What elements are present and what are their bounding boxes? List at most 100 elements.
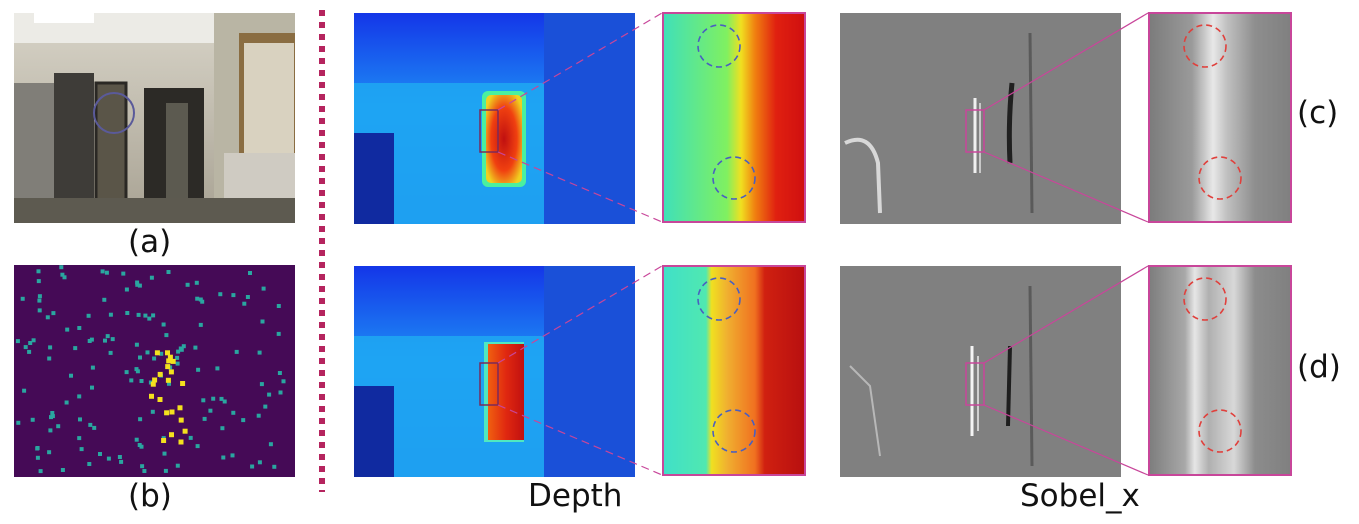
sparse-point-near xyxy=(149,393,154,399)
sparse-point xyxy=(124,370,129,375)
sparse-point xyxy=(220,426,225,431)
sparse-point-near xyxy=(157,371,163,377)
sparse-point xyxy=(200,299,205,304)
sparse-point xyxy=(65,327,70,332)
depth-zoom-c xyxy=(662,12,806,223)
sparse-point xyxy=(121,271,126,276)
sparse-point xyxy=(135,280,140,285)
sparse-point xyxy=(263,404,268,409)
sparse-point xyxy=(166,270,171,274)
sparse-point-near xyxy=(178,439,184,445)
sparse-point xyxy=(276,304,281,308)
sparse-point xyxy=(45,315,50,320)
sparse-point xyxy=(50,411,55,415)
sparse-point xyxy=(62,275,67,280)
sparse-point xyxy=(221,455,226,460)
sparse-point xyxy=(137,443,142,447)
sparse-point xyxy=(108,350,113,355)
sparse-point-near xyxy=(177,405,183,411)
sparse-point xyxy=(196,367,201,372)
sparse-point xyxy=(87,339,92,343)
sparse-point xyxy=(56,424,61,429)
sparse-point-near xyxy=(152,377,158,383)
sparse-point xyxy=(136,312,141,317)
sparse-point xyxy=(135,282,140,287)
sparse-point-near xyxy=(169,409,175,415)
sparse-point xyxy=(194,280,199,285)
sparse-point xyxy=(245,295,250,299)
sparse-point xyxy=(27,349,32,354)
sparse-point xyxy=(60,468,65,472)
sparse-point xyxy=(98,452,102,456)
sparse-point xyxy=(163,468,168,473)
sparse-point xyxy=(20,296,25,301)
sparse-point xyxy=(77,394,82,399)
sparse-point xyxy=(277,371,282,375)
sparse-point xyxy=(135,369,140,374)
sparse-point xyxy=(178,346,183,351)
sparse-point xyxy=(106,456,111,461)
sparse-point xyxy=(77,326,82,330)
sparse-point xyxy=(89,337,94,342)
sparse-point xyxy=(201,398,206,403)
sparse-point xyxy=(268,442,273,447)
sparse-point xyxy=(147,316,152,321)
sparse-point xyxy=(150,409,155,414)
sparse-point xyxy=(152,356,157,361)
sparse-point xyxy=(219,396,224,401)
sparse-point xyxy=(16,420,21,425)
depth-map-c xyxy=(354,13,635,224)
sparse-point xyxy=(257,350,262,355)
sparse-point xyxy=(102,297,107,302)
sparse-point xyxy=(36,269,41,274)
sparse-point xyxy=(198,322,203,327)
sparse-point xyxy=(198,297,203,302)
sparse-point xyxy=(108,312,113,317)
sparse-point xyxy=(267,392,272,397)
sparse-point xyxy=(162,451,167,456)
sparse-point xyxy=(140,464,145,469)
sparse-point-near xyxy=(170,358,176,364)
label-b: (b) xyxy=(128,478,172,514)
sobel-zoom-d xyxy=(1148,265,1292,476)
sparse-point xyxy=(117,455,122,459)
sparse-point xyxy=(167,381,171,386)
label-c: (c) xyxy=(1297,95,1339,131)
sparse-point xyxy=(50,414,55,419)
sparse-point xyxy=(202,416,207,421)
sparse-point xyxy=(231,293,236,298)
sparse-point xyxy=(35,446,40,451)
sparse-point xyxy=(37,298,42,303)
sparse-point xyxy=(88,422,93,427)
sparse-point xyxy=(22,388,27,393)
sparse-point xyxy=(23,345,28,350)
sparse-point xyxy=(241,418,246,423)
sparse-point xyxy=(261,286,266,291)
sparse-point xyxy=(104,270,109,275)
sparse-point xyxy=(195,296,200,301)
sparse-point xyxy=(175,355,180,360)
sparse-point xyxy=(86,313,91,318)
sparse-point xyxy=(242,301,247,306)
sparse-point xyxy=(77,436,82,441)
sparse-point-near xyxy=(161,438,167,443)
sparse-point xyxy=(195,444,200,449)
sparse-point xyxy=(119,459,124,464)
sparse-point xyxy=(59,265,64,270)
sparse-point xyxy=(90,365,95,370)
sparse-point xyxy=(125,311,130,315)
sparse-point xyxy=(222,399,227,404)
sparse-point xyxy=(15,339,20,344)
label-a: (a) xyxy=(128,224,172,260)
sparse-point xyxy=(181,344,186,349)
sparse-point xyxy=(234,349,239,354)
sparse-point xyxy=(92,425,97,430)
sparse-point xyxy=(134,342,139,347)
sparse-point xyxy=(28,341,33,345)
sparse-point xyxy=(90,385,94,390)
sparse-point xyxy=(276,331,281,336)
sparse-point xyxy=(38,469,43,474)
sparse-point xyxy=(211,396,216,401)
sparse-point xyxy=(139,379,144,383)
sparse-point xyxy=(145,350,150,355)
